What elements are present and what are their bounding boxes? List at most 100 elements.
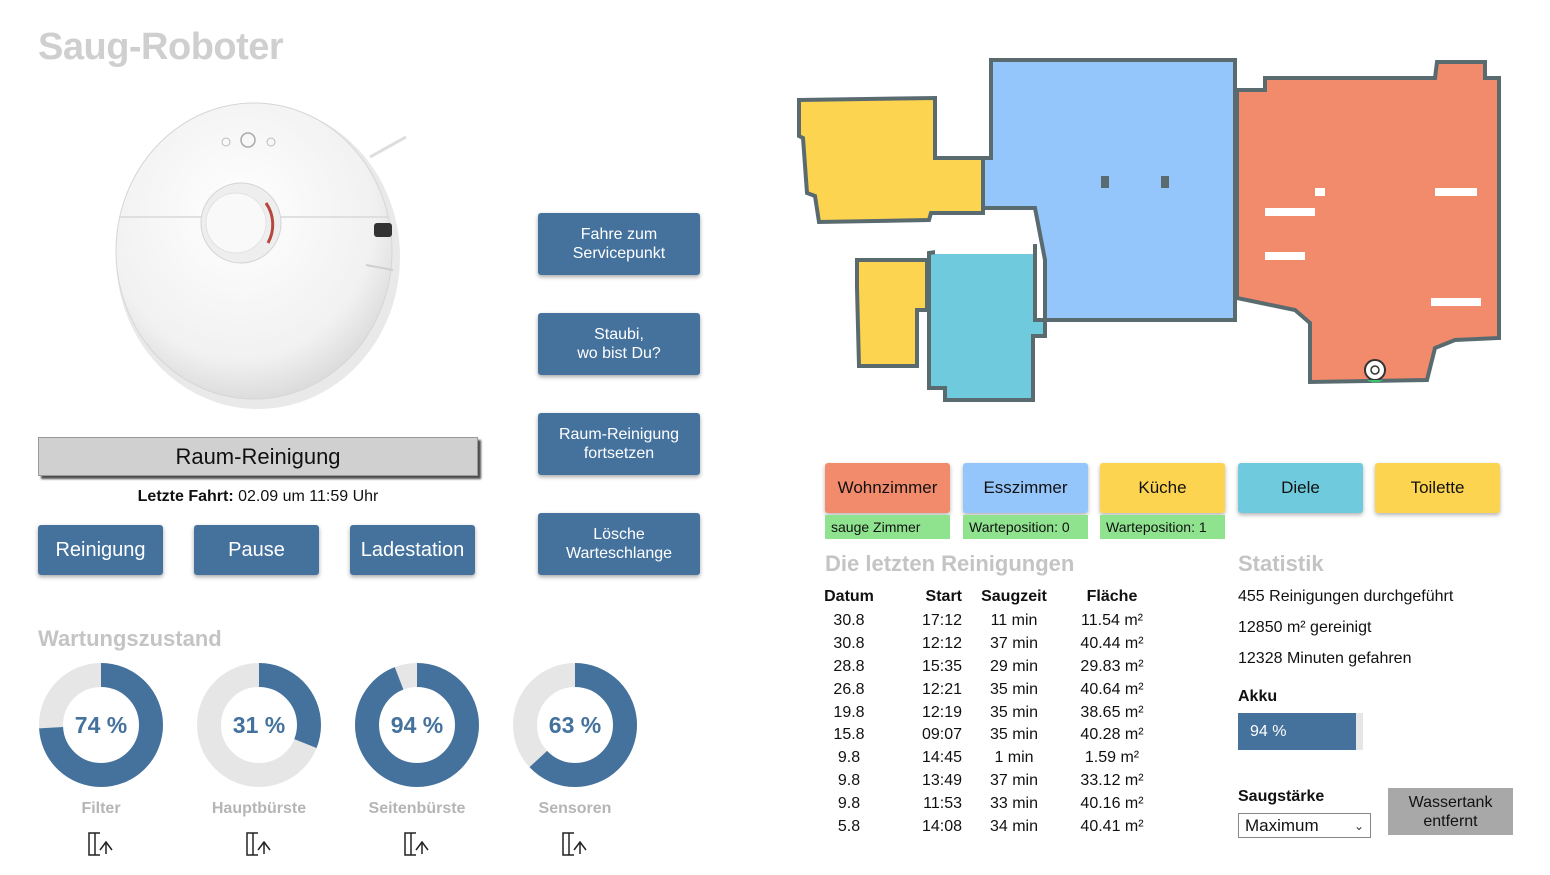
map-room-toilet — [855, 258, 929, 368]
table-cell: 12:19 — [921, 703, 962, 721]
table-cell: 15.8 — [833, 726, 865, 744]
stats-minutes: 12328 Minuten gefahren — [1238, 650, 1412, 667]
room-button-hallway[interactable]: Diele — [1238, 463, 1363, 513]
gauge-filter: 74 % — [38, 662, 164, 788]
chevron-down-icon: ⌄ — [1353, 818, 1364, 833]
table-cell: 5.8 — [837, 817, 861, 835]
room-status-kitchen: Warteposition: 1 — [1100, 515, 1225, 539]
table-row: 9.8 13:49 37 min 33.12 m² — [818, 770, 1166, 793]
suction-label: Saugstärke — [1238, 788, 1325, 805]
table-cell: 40.16 m² — [1080, 794, 1144, 812]
battery-label: Akku — [1238, 688, 1278, 705]
gauge-label-side-brush: Seitenbürste — [368, 800, 466, 817]
table-row: 30.8 12:12 37 min 40.44 m² — [818, 633, 1166, 656]
table-cell: 9.8 — [837, 794, 861, 812]
gauge-value: 74 % — [74, 711, 128, 738]
table-row: 19.8 12:19 35 min 38.65 m² — [818, 701, 1166, 724]
table-cell: 30.8 — [833, 635, 865, 653]
table-cell: 14:08 — [921, 817, 962, 835]
stats-area: 12850 m² gereinigt — [1238, 619, 1372, 636]
map-room-hallway — [927, 243, 1047, 402]
history-header-start: Start — [925, 588, 962, 605]
table-cell: 35 min — [989, 680, 1039, 698]
battery-fill: 94 % — [1238, 713, 1356, 750]
room-button-dining[interactable]: Esszimmer — [963, 463, 1088, 513]
table-cell: 40.28 m² — [1080, 726, 1144, 744]
gauge-main-brush: 31 % — [196, 662, 322, 788]
table-cell: 14:45 — [921, 749, 962, 767]
map-room-living — [1235, 60, 1501, 385]
history-header-area: Fläche — [1086, 588, 1138, 605]
pause-button[interactable]: Pause — [194, 525, 319, 575]
table-cell: 1 min — [994, 749, 1034, 767]
table-cell: 12:21 — [921, 680, 962, 698]
table-row: 26.8 12:21 35 min 40.64 m² — [818, 678, 1166, 701]
gauge-value: 63 % — [548, 711, 602, 738]
suction-select[interactable]: Maximum ⌄ — [1238, 813, 1371, 838]
table-cell: 26.8 — [833, 680, 865, 698]
table-cell: 29 min — [989, 657, 1039, 675]
history-header-row: Datum Start Saugzeit Fläche — [818, 584, 1166, 610]
table-cell: 40.44 m² — [1080, 635, 1144, 653]
table-cell: 35 min — [989, 703, 1039, 721]
table-row: 9.8 11:53 33 min 40.16 m² — [818, 792, 1166, 815]
room-button-living[interactable]: Wohnzimmer — [825, 463, 950, 513]
room-status-living: sauge Zimmer — [825, 515, 950, 539]
table-cell: 11.54 m² — [1081, 612, 1143, 630]
table-cell: 09:07 — [921, 726, 962, 744]
table-cell: 13:49 — [921, 771, 962, 789]
table-cell: 1.59 m² — [1084, 749, 1140, 767]
dock-button[interactable]: Ladestation — [350, 525, 475, 575]
robot-image — [115, 102, 407, 409]
room-status-dining: Warteposition: 0 — [963, 515, 1088, 539]
stats-title: Statistik — [1238, 551, 1324, 576]
floor-map[interactable] — [795, 48, 1540, 458]
maintenance-title: Wartungszustand — [38, 626, 222, 651]
table-row: 9.8 14:45 1 min 1.59 m² — [818, 747, 1166, 770]
last-run-label: Letzte Fahrt: — [137, 488, 234, 505]
reset-main-brush-icon[interactable] — [244, 830, 274, 858]
reset-filter-icon[interactable] — [86, 830, 116, 858]
gauge-value: 31 % — [232, 711, 286, 738]
table-cell: 11:53 — [923, 794, 962, 812]
table-cell: 30.8 — [833, 612, 865, 630]
table-cell: 11 min — [990, 612, 1038, 630]
table-cell: 15:35 — [921, 657, 962, 675]
resume-room-cleaning-button[interactable]: Raum-Reinigung fortsetzen — [538, 413, 700, 475]
reset-side-brush-icon[interactable] — [402, 830, 432, 858]
battery-bar: 94 % — [1238, 713, 1363, 750]
table-cell: 35 min — [989, 726, 1039, 744]
history-table: Datum Start Saugzeit Fläche 30.8 17:12 11 … — [818, 584, 1166, 838]
reset-sensors-icon[interactable] — [560, 830, 590, 858]
clean-button[interactable]: Reinigung — [38, 525, 163, 575]
gauge-side-brush: 94 % — [354, 662, 480, 788]
water-tank-status: Wassertank entfernt — [1388, 788, 1513, 835]
gauge-value: 94 % — [390, 711, 444, 738]
table-cell: 33 min — [989, 794, 1039, 812]
last-run: Letzte Fahrt: 02.09 um 11:59 Uhr — [38, 488, 478, 506]
last-run-value: 02.09 um 11:59 Uhr — [238, 488, 379, 505]
table-row: 5.8 14:08 34 min 40.41 m² — [818, 815, 1166, 838]
table-cell: 40.41 m² — [1080, 817, 1144, 835]
map-room-kitchen — [797, 95, 985, 225]
service-point-button[interactable]: Fahre zum Servicepunkt — [538, 213, 700, 275]
history-title: Die letzten Reinigungen — [825, 551, 1075, 576]
mode-bar[interactable]: Raum-Reinigung — [38, 437, 478, 476]
table-row: 30.8 17:12 11 min 11.54 m² — [818, 610, 1166, 633]
map-room-dining — [981, 58, 1237, 322]
room-button-toilet[interactable]: Toilette — [1375, 463, 1500, 513]
table-cell: 38.65 m² — [1080, 703, 1144, 721]
table-cell: 9.8 — [837, 749, 861, 767]
table-cell: 37 min — [989, 771, 1039, 789]
table-cell: 29.83 m² — [1080, 657, 1144, 675]
gauge-sensors: 63 % — [512, 662, 638, 788]
locate-robot-button[interactable]: Staubi, wo bist Du? — [538, 313, 700, 375]
table-cell: 28.8 — [833, 657, 865, 675]
clear-queue-button[interactable]: Lösche Warteschlange — [538, 513, 700, 575]
table-cell: 17:12 — [921, 612, 962, 630]
gauge-label-main-brush: Hauptbürste — [211, 800, 307, 817]
history-header-date: Datum — [824, 588, 874, 605]
table-cell: 37 min — [989, 635, 1039, 653]
room-button-kitchen[interactable]: Küche — [1100, 463, 1225, 513]
table-cell: 19.8 — [833, 703, 865, 721]
